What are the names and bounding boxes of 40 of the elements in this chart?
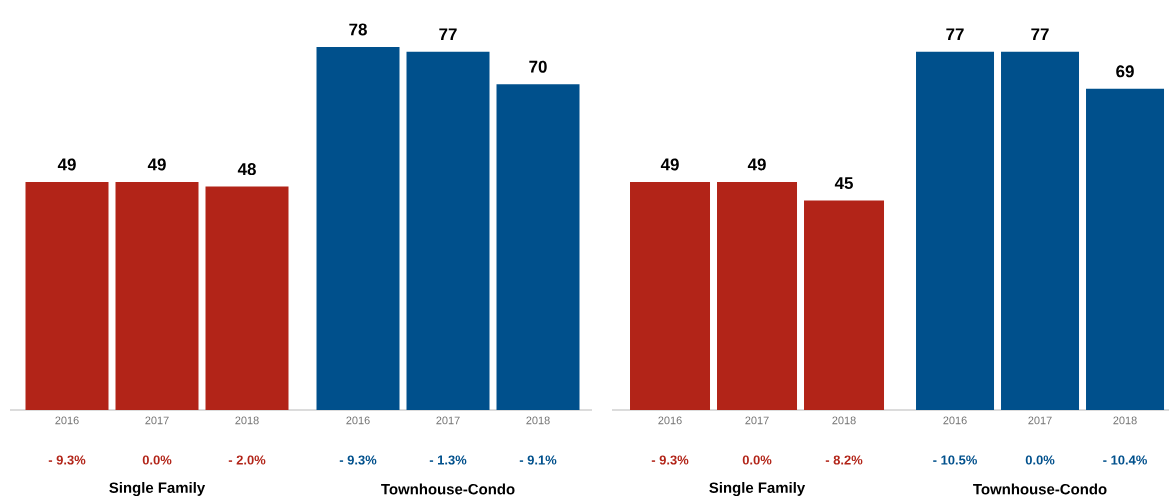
x-tick-label: 2018 [526, 416, 550, 425]
x-tick-label: 2017 [745, 416, 769, 425]
text: - 9.3% [339, 455, 377, 465]
text: - 2.0% [228, 455, 266, 465]
x-tick-label: 2017 [436, 416, 460, 425]
data-label: 77 [946, 28, 964, 41]
text: - 9.1% [519, 455, 557, 465]
data-label: 77 [1031, 28, 1049, 41]
data-label: 70 [529, 60, 547, 73]
text: - 8.2% [825, 455, 863, 465]
text: - 9.3% [651, 455, 689, 465]
data-label: 77 [439, 28, 457, 41]
x-tick-label: 2016 [55, 416, 79, 425]
x-axis-title: Townhouse-Condo [381, 483, 515, 495]
text: 0.0% [142, 455, 172, 465]
text: - 10.5% [933, 455, 977, 465]
x-tick-label: 2018 [235, 416, 259, 425]
text: 0.0% [1025, 455, 1055, 465]
text: 0.0% [742, 455, 772, 465]
x-axis-title: Single Family [709, 482, 806, 496]
x-axis-title: Single Family [109, 482, 206, 496]
data-label: 49 [57, 158, 76, 171]
data-label: 45 [834, 177, 853, 190]
data-label: 49 [660, 158, 679, 171]
text: - 1.3% [429, 455, 467, 465]
x-tick-label: 2017 [145, 416, 169, 425]
x-tick-label: 2017 [1028, 416, 1052, 425]
text: - 10.4% [1103, 455, 1147, 465]
x-tick-label: 2016 [658, 416, 682, 425]
data-label: 78 [349, 23, 367, 36]
x-tick-label: 2018 [1113, 416, 1137, 425]
x-tick-label: 2016 [346, 416, 370, 425]
x-axis-title: Townhouse-Condo [973, 483, 1107, 495]
x-tick-label: 2018 [832, 416, 856, 425]
text: - 9.3% [48, 455, 86, 465]
data-label: 48 [237, 163, 256, 176]
x-tick-label: 2016 [943, 416, 967, 425]
data-label: 69 [1116, 65, 1134, 78]
data-label: 49 [147, 158, 166, 171]
data-label: 49 [747, 158, 766, 171]
